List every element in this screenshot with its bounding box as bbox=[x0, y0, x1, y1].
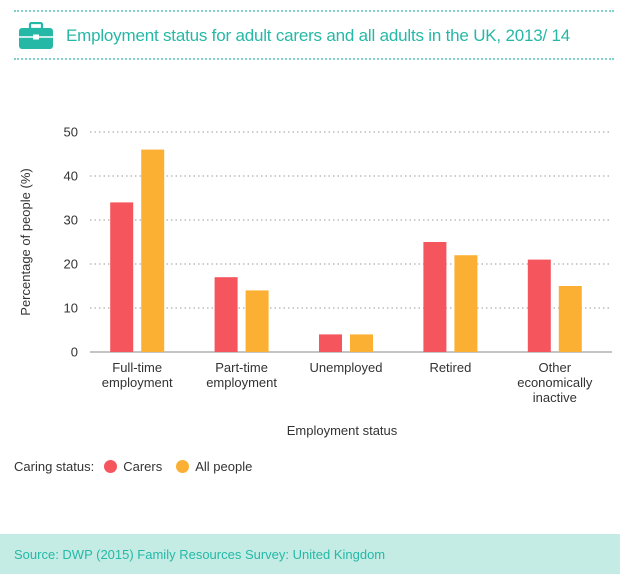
chart-header: Employment status for adult carers and a… bbox=[18, 20, 570, 52]
y-tick-label: 20 bbox=[64, 257, 78, 272]
bar-carers bbox=[110, 202, 134, 352]
x-tick-label: Part-time employment bbox=[206, 360, 277, 390]
y-tick-label: 40 bbox=[64, 169, 78, 184]
legend-label: Caring status: bbox=[14, 459, 95, 474]
y-tick-label: 10 bbox=[64, 301, 78, 316]
x-axis-label: Employment status bbox=[287, 423, 398, 438]
x-tick-label: Unemployed bbox=[310, 360, 383, 375]
bar-carers bbox=[527, 259, 551, 352]
y-tick-label: 0 bbox=[71, 345, 78, 360]
x-tick-label: Full-time employment bbox=[102, 360, 173, 390]
bar-all-people bbox=[350, 334, 373, 352]
legend-item-label: Carers bbox=[123, 459, 163, 474]
legend-item-label: All people bbox=[195, 459, 253, 474]
briefcase-icon bbox=[19, 22, 53, 49]
legend-item-carers: Carers bbox=[104, 459, 162, 474]
bar-carers bbox=[423, 242, 447, 352]
source-footer: Source: DWP (2015) Family Resources Surv… bbox=[0, 534, 620, 574]
bar-carers bbox=[214, 277, 238, 352]
header-dotted-divider bbox=[14, 58, 614, 60]
all-people-swatch bbox=[176, 460, 190, 473]
y-axis-label: Percentage of people (%) bbox=[18, 168, 33, 315]
bar-all-people bbox=[558, 286, 582, 352]
y-tick-label: 50 bbox=[64, 125, 78, 140]
y-tick-label: 30 bbox=[64, 213, 78, 228]
legend: Caring status: Carers All people bbox=[14, 459, 266, 474]
legend-item-all-people: All people bbox=[176, 459, 252, 474]
top-dotted-divider bbox=[14, 10, 614, 12]
bar-chart: 0 10 20 30 40 50 Percentage of people (%) Full-… bbox=[18, 125, 612, 438]
x-tick-label: Retired bbox=[429, 360, 471, 375]
x-tick-label: Other economically inactive bbox=[517, 360, 593, 405]
bar-all-people bbox=[454, 255, 478, 352]
bar-all-people bbox=[245, 290, 269, 352]
source-text: Source: DWP (2015) Family Resources Surv… bbox=[14, 546, 386, 562]
carers-swatch bbox=[104, 460, 118, 473]
chart-title: Employment status for adult carers and a… bbox=[66, 26, 571, 45]
bar-carers bbox=[319, 334, 342, 352]
bar-all-people bbox=[141, 149, 165, 352]
